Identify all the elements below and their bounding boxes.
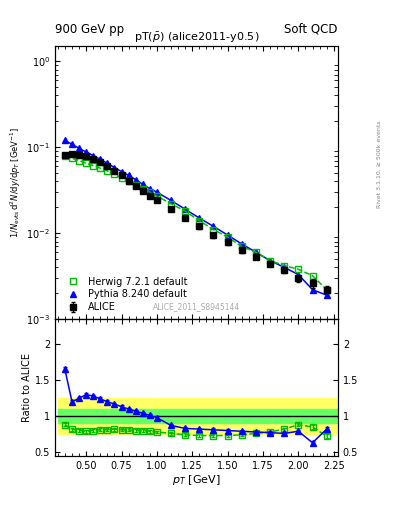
Pythia 8.240 default <box>154 189 159 195</box>
Herwig 7.2.1 default <box>239 243 244 249</box>
Pythia 8.240 default <box>282 264 286 270</box>
Pythia 8.240 default <box>133 177 138 183</box>
Herwig 7.2.1 default <box>253 249 258 255</box>
Herwig 7.2.1 default <box>119 175 124 181</box>
Text: 900 GeV pp: 900 GeV pp <box>55 23 124 36</box>
Herwig 7.2.1 default <box>310 273 315 279</box>
Herwig 7.2.1 default <box>154 193 159 199</box>
Herwig 7.2.1 default <box>268 258 272 264</box>
Pythia 8.240 default <box>211 223 216 229</box>
Herwig 7.2.1 default <box>211 226 216 232</box>
Pythia 8.240 default <box>62 137 67 143</box>
Herwig 7.2.1 default <box>98 165 103 171</box>
Herwig 7.2.1 default <box>282 263 286 269</box>
Pythia 8.240 default <box>268 258 272 264</box>
Pythia 8.240 default <box>140 181 145 187</box>
Herwig 7.2.1 default <box>70 155 74 161</box>
Pythia 8.240 default <box>169 198 173 204</box>
Herwig 7.2.1 default <box>169 201 173 207</box>
Legend: Herwig 7.2.1 default, Pythia 8.240 default, ALICE: Herwig 7.2.1 default, Pythia 8.240 defau… <box>60 274 189 314</box>
Title: pT($\bar{p}$) (alice2011-y0.5): pT($\bar{p}$) (alice2011-y0.5) <box>134 30 259 45</box>
Pythia 8.240 default <box>98 156 103 162</box>
Pythia 8.240 default <box>105 160 110 166</box>
Pythia 8.240 default <box>197 215 202 221</box>
Pythia 8.240 default <box>112 164 117 170</box>
Line: Pythia 8.240 default: Pythia 8.240 default <box>62 137 330 298</box>
Herwig 7.2.1 default <box>105 168 110 174</box>
Y-axis label: Ratio to ALICE: Ratio to ALICE <box>22 353 32 422</box>
Pythia 8.240 default <box>147 185 152 191</box>
Text: Rivet 3.1.10, ≥ 500k events: Rivet 3.1.10, ≥ 500k events <box>377 120 382 208</box>
Text: ALICE_2011_S8945144: ALICE_2011_S8945144 <box>153 302 240 311</box>
Pythia 8.240 default <box>119 168 124 175</box>
Pythia 8.240 default <box>126 173 131 179</box>
Herwig 7.2.1 default <box>197 218 202 224</box>
Herwig 7.2.1 default <box>91 163 95 169</box>
Pythia 8.240 default <box>310 287 315 293</box>
Herwig 7.2.1 default <box>140 185 145 191</box>
Pythia 8.240 default <box>77 145 81 152</box>
Line: Herwig 7.2.1 default: Herwig 7.2.1 default <box>62 154 330 293</box>
Pythia 8.240 default <box>324 292 329 298</box>
Pythia 8.240 default <box>225 232 230 238</box>
Herwig 7.2.1 default <box>112 171 117 177</box>
Herwig 7.2.1 default <box>84 160 88 166</box>
Pythia 8.240 default <box>84 149 88 155</box>
Herwig 7.2.1 default <box>126 178 131 184</box>
Herwig 7.2.1 default <box>133 182 138 188</box>
Herwig 7.2.1 default <box>183 208 187 215</box>
Pythia 8.240 default <box>239 241 244 247</box>
Pythia 8.240 default <box>183 206 187 212</box>
Pythia 8.240 default <box>70 141 74 147</box>
Herwig 7.2.1 default <box>62 154 67 160</box>
Herwig 7.2.1 default <box>147 189 152 195</box>
Pythia 8.240 default <box>296 271 301 278</box>
Herwig 7.2.1 default <box>324 287 329 293</box>
Y-axis label: $1/N_{\rm evts}\,{\rm d}^2N/{\rm d}y/{\rm d}p_T\;[{\rm GeV}^{-1}]$: $1/N_{\rm evts}\,{\rm d}^2N/{\rm d}y/{\r… <box>9 127 24 238</box>
Herwig 7.2.1 default <box>296 266 301 272</box>
Pythia 8.240 default <box>253 249 258 255</box>
X-axis label: $p_T$ [GeV]: $p_T$ [GeV] <box>172 473 221 487</box>
Pythia 8.240 default <box>91 153 95 159</box>
Herwig 7.2.1 default <box>77 158 81 164</box>
Text: Soft QCD: Soft QCD <box>285 23 338 36</box>
Herwig 7.2.1 default <box>225 234 230 240</box>
